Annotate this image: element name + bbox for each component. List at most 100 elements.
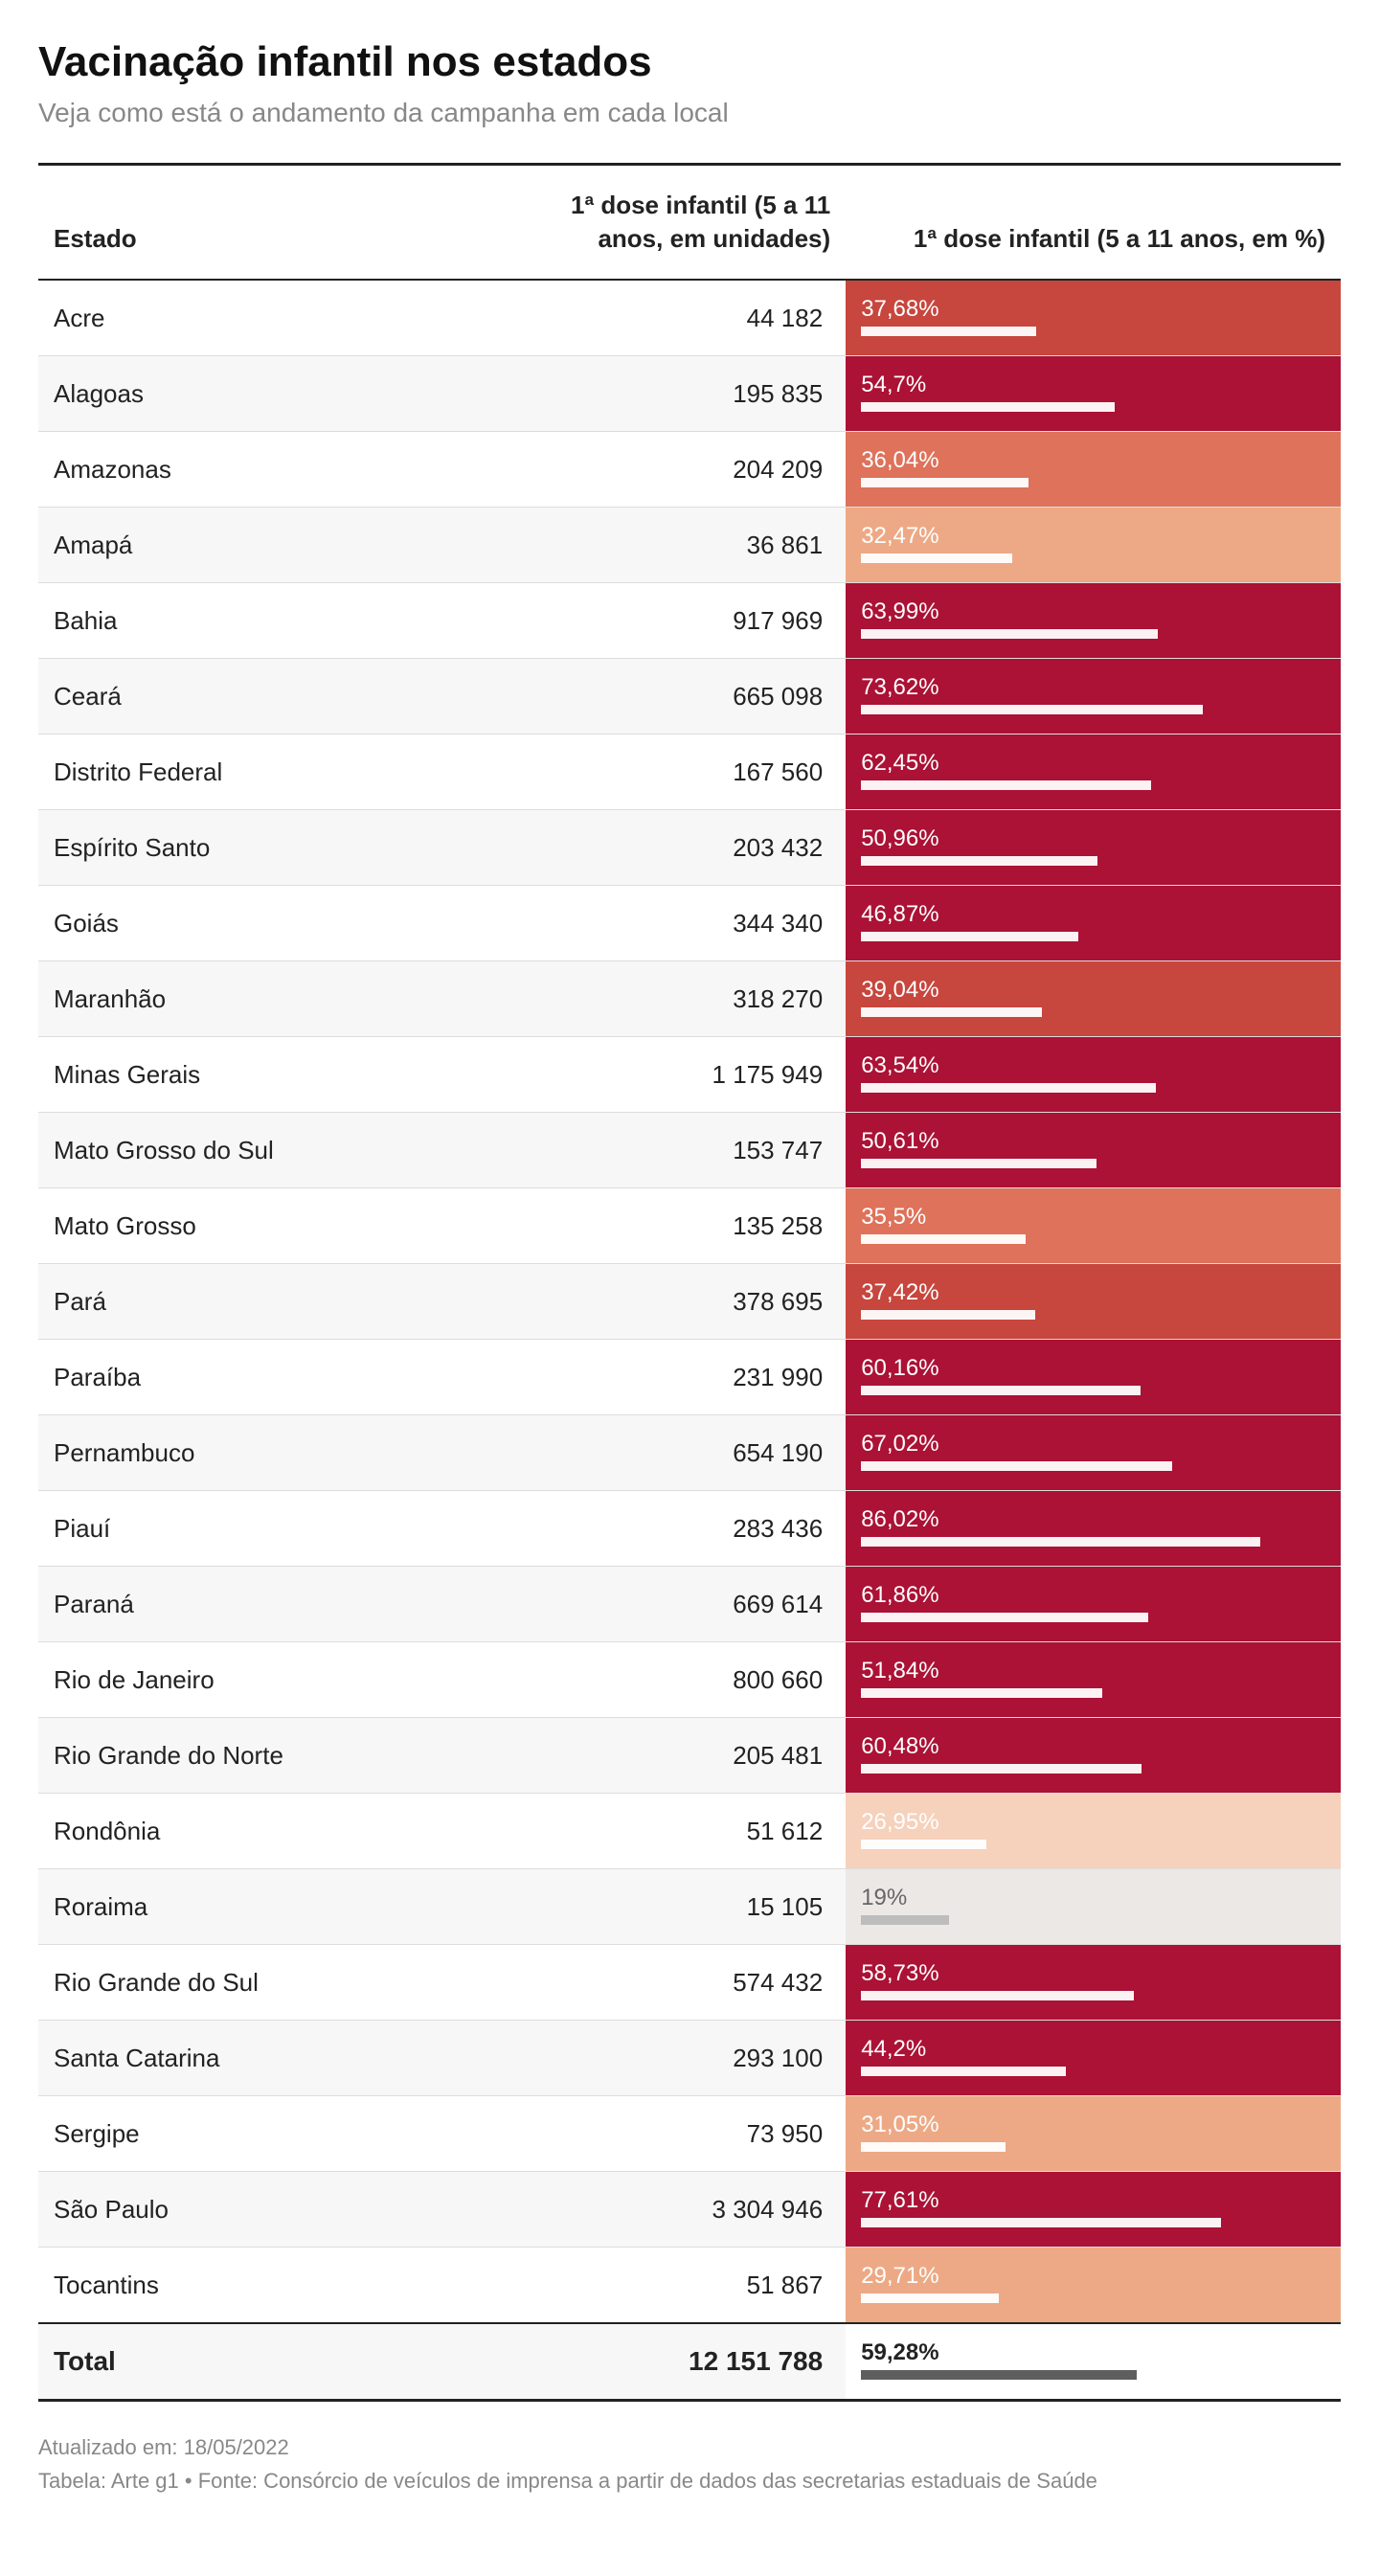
- units-cell: 293 100: [508, 2021, 847, 2096]
- table-row: Piauí283 436 86,02%: [38, 1491, 1341, 1567]
- pct-label: 51,84%: [861, 1660, 1325, 1683]
- state-cell: Alagoas: [38, 356, 508, 432]
- pct-bar: [861, 1386, 1141, 1395]
- table-row: Distrito Federal167 56062,45%: [38, 734, 1341, 810]
- table-row: Santa Catarina293 100 44,2%: [38, 2021, 1341, 2096]
- table-row: Mato Grosso135 25835,5%: [38, 1188, 1341, 1264]
- table-row: Pará378 69537,42%: [38, 1264, 1341, 1340]
- pct-bar: [861, 327, 1036, 336]
- units-cell: 73 950: [508, 2096, 847, 2172]
- state-cell: Espírito Santo: [38, 810, 508, 886]
- pct-bar: [861, 1159, 1096, 1168]
- pct-cell: 67,02%: [846, 1415, 1341, 1491]
- units-cell: 51 867: [508, 2248, 847, 2324]
- state-cell: Piauí: [38, 1491, 508, 1567]
- pct-bar: [861, 1915, 949, 1925]
- units-cell: 15 105: [508, 1869, 847, 1945]
- table-row: Minas Gerais1 175 94963,54%: [38, 1037, 1341, 1113]
- units-cell: 51 612: [508, 1794, 847, 1869]
- units-cell: 917 969: [508, 583, 847, 659]
- pct-label: 35,5%: [861, 1206, 1325, 1229]
- pct-bar: [861, 2142, 1006, 2152]
- pct-label: 46,87%: [861, 903, 1325, 926]
- units-cell: 283 436: [508, 1491, 847, 1567]
- state-cell: Sergipe: [38, 2096, 508, 2172]
- pct-label: 19%: [861, 1887, 1325, 1909]
- state-cell: Roraima: [38, 1869, 508, 1945]
- state-cell: Minas Gerais: [38, 1037, 508, 1113]
- pct-label: 77,61%: [861, 2189, 1325, 2212]
- footer: Atualizado em: 18/05/2022 Tabela: Arte g…: [38, 2430, 1341, 2497]
- table-row: Rondônia51 61226,95%: [38, 1794, 1341, 1869]
- units-cell: 231 990: [508, 1340, 847, 1415]
- pct-cell: 19%: [846, 1869, 1341, 1945]
- table-row: Paraíba231 990 60,16%: [38, 1340, 1341, 1415]
- pct-label: 37,68%: [861, 298, 1325, 321]
- state-cell: Paraíba: [38, 1340, 508, 1415]
- pct-cell: 50,61%: [846, 1113, 1341, 1188]
- pct-cell: 86,02%: [846, 1491, 1341, 1567]
- state-cell: Santa Catarina: [38, 2021, 508, 2096]
- updated-text: Atualizado em: 18/05/2022: [38, 2430, 1341, 2464]
- state-cell: Rio Grande do Norte: [38, 1718, 508, 1794]
- pct-label: 86,02%: [861, 1508, 1325, 1531]
- pct-bar: [861, 705, 1203, 714]
- pct-bar: [861, 1537, 1260, 1547]
- table-row: Acre44 18237,68%: [38, 280, 1341, 356]
- pct-label: 54,7%: [861, 373, 1325, 396]
- state-cell: São Paulo: [38, 2172, 508, 2248]
- pct-cell: 37,68%: [846, 280, 1341, 356]
- pct-label: 29,71%: [861, 2265, 1325, 2288]
- pct-cell: 31,05%: [846, 2096, 1341, 2172]
- total-label: Total: [38, 2323, 508, 2401]
- state-cell: Mato Grosso: [38, 1188, 508, 1264]
- state-cell: Mato Grosso do Sul: [38, 1113, 508, 1188]
- pct-label: 31,05%: [861, 2113, 1325, 2136]
- pct-cell: 29,71%: [846, 2248, 1341, 2324]
- table-row: Mato Grosso do Sul153 74750,61%: [38, 1113, 1341, 1188]
- table-row: Goiás344 34046,87%: [38, 886, 1341, 961]
- total-row: Total12 151 78859,28%: [38, 2323, 1341, 2401]
- table-row: São Paulo3 304 94677,61%: [38, 2172, 1341, 2248]
- table-row: Ceará665 09873,62%: [38, 659, 1341, 734]
- state-cell: Tocantins: [38, 2248, 508, 2324]
- pct-bar: [861, 478, 1029, 487]
- col-header-pct: 1ª dose infantil (5 a 11 anos, em %): [846, 165, 1341, 281]
- pct-label: 60,48%: [861, 1735, 1325, 1758]
- pct-cell: 50,96%: [846, 810, 1341, 886]
- pct-cell: 63,54%: [846, 1037, 1341, 1113]
- units-cell: 203 432: [508, 810, 847, 886]
- table-row: Bahia917 96963,99%: [38, 583, 1341, 659]
- pct-bar: [861, 1461, 1172, 1471]
- state-cell: Rio Grande do Sul: [38, 1945, 508, 2021]
- units-cell: 44 182: [508, 280, 847, 356]
- pct-cell: 60,16%: [846, 1340, 1341, 1415]
- table-row: Amazonas204 20936,04%: [38, 432, 1341, 508]
- pct-cell: 62,45%: [846, 734, 1341, 810]
- units-cell: 195 835: [508, 356, 847, 432]
- units-cell: 800 660: [508, 1642, 847, 1718]
- state-cell: Amazonas: [38, 432, 508, 508]
- pct-bar: [861, 1688, 1101, 1698]
- table-row: Pernambuco654 19067,02%: [38, 1415, 1341, 1491]
- pct-bar: [861, 629, 1158, 639]
- table-row: Rio Grande do Sul574 43258,73%: [38, 1945, 1341, 2021]
- header-row: Estado 1ª dose infantil (5 a 11 anos, em…: [38, 165, 1341, 281]
- pct-bar: [861, 2218, 1221, 2227]
- pct-cell: 35,5%: [846, 1188, 1341, 1264]
- pct-label: 39,04%: [861, 979, 1325, 1002]
- table-row: Maranhão318 27039,04%: [38, 961, 1341, 1037]
- pct-label: 60,16%: [861, 1357, 1325, 1380]
- page-subtitle: Veja como está o andamento da campanha e…: [38, 98, 1341, 128]
- pct-cell: 63,99%: [846, 583, 1341, 659]
- pct-label: 44,2%: [861, 2038, 1325, 2061]
- pct-cell: 73,62%: [846, 659, 1341, 734]
- col-header-state: Estado: [38, 165, 508, 281]
- page-title: Vacinação infantil nos estados: [38, 38, 1341, 86]
- units-cell: 1 175 949: [508, 1037, 847, 1113]
- table-row: Espírito Santo203 43250,96%: [38, 810, 1341, 886]
- state-cell: Paraná: [38, 1567, 508, 1642]
- state-cell: Ceará: [38, 659, 508, 734]
- pct-label: 67,02%: [861, 1433, 1325, 1456]
- units-cell: 669 614: [508, 1567, 847, 1642]
